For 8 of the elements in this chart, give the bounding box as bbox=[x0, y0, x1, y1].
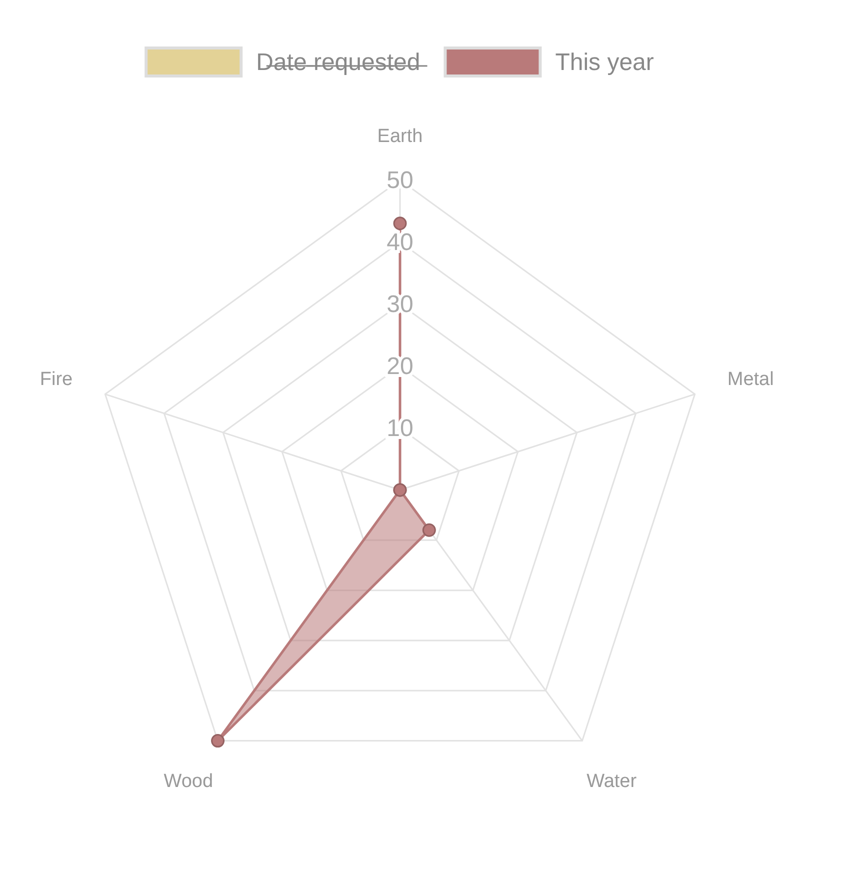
spoke-label: Metal bbox=[727, 368, 774, 390]
spoke-label: Fire bbox=[40, 368, 73, 390]
text: D̶a̶t̶e̶ ̶r̶e̶q̶u̶e̶s̶t̶e̶d̶ bbox=[256, 49, 428, 76]
spoke-label: Earth bbox=[377, 126, 423, 147]
spoke-label: Wood bbox=[164, 771, 214, 792]
legend-label: This year bbox=[555, 49, 654, 76]
spoke-label: Water bbox=[586, 771, 638, 792]
y-tick-label: 50 bbox=[386, 167, 414, 194]
